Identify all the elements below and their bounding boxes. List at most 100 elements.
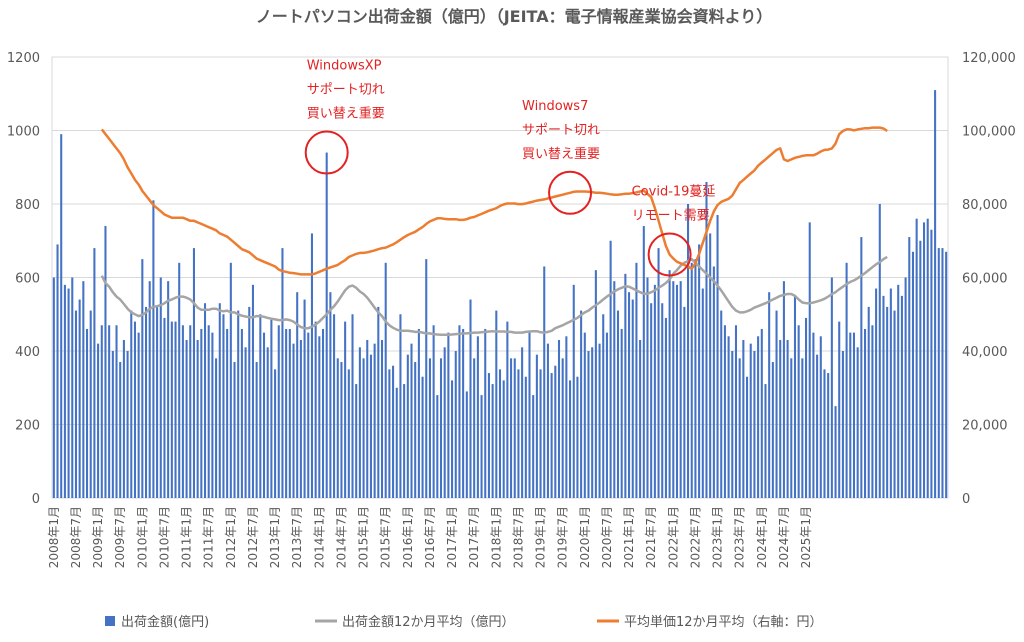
y-left-tick-label: 1200 <box>7 51 40 66</box>
x-tick-label: 2012年1月 <box>224 506 238 568</box>
bar <box>428 358 431 498</box>
series-line-price <box>100 126 888 276</box>
bar <box>797 325 800 498</box>
y-right-tick-label: 40,000 <box>962 345 1008 360</box>
bar <box>366 339 369 498</box>
y-left-tick-label: 400 <box>15 345 40 360</box>
bar <box>908 237 911 498</box>
bar <box>226 328 229 498</box>
bar <box>281 248 284 498</box>
bar <box>532 395 535 498</box>
bar <box>130 310 133 498</box>
bar <box>605 332 608 498</box>
bar <box>270 317 273 498</box>
bar <box>779 339 782 498</box>
annotation-text: 買い替え重要 <box>307 106 385 122</box>
bar <box>299 339 302 498</box>
bar <box>248 306 251 498</box>
x-tick-label: 2023年1月 <box>711 506 725 568</box>
bar <box>274 369 277 498</box>
x-tick-label: 2019年1月 <box>534 506 548 568</box>
bar <box>288 328 291 498</box>
x-tick-label: 2014年7月 <box>334 506 348 568</box>
bar <box>793 295 797 498</box>
bar <box>111 351 114 498</box>
bar <box>731 351 734 498</box>
bar <box>690 262 693 498</box>
bar <box>410 343 413 498</box>
x-tick-label: 2012年7月 <box>246 506 260 568</box>
bar <box>506 321 509 498</box>
bar <box>904 277 907 498</box>
bar <box>576 376 579 498</box>
bar <box>310 233 313 498</box>
bar <box>211 332 214 498</box>
bar <box>510 358 513 498</box>
bar <box>215 358 218 498</box>
bar <box>277 325 280 498</box>
bar <box>945 251 948 498</box>
bar <box>347 369 350 498</box>
bar <box>432 325 435 498</box>
x-tick-label: 2024年1月 <box>755 506 769 568</box>
bar <box>727 336 730 498</box>
x-tick-label: 2013年7月 <box>290 506 304 568</box>
bar <box>723 325 726 498</box>
bar <box>97 343 100 498</box>
y-right-tick-label: 100,000 <box>962 125 1016 140</box>
bar <box>893 310 896 498</box>
bar <box>698 244 701 498</box>
bar <box>465 391 468 498</box>
bar <box>71 277 74 498</box>
bar <box>358 347 361 498</box>
y-left-tick-label: 200 <box>15 419 40 434</box>
legend-label: 出荷金額(億円) <box>121 614 209 630</box>
bar <box>240 328 243 498</box>
bar <box>262 332 266 498</box>
bar <box>148 281 151 498</box>
bar <box>484 328 487 498</box>
bar <box>480 395 483 498</box>
bar <box>185 339 188 498</box>
bar <box>373 343 376 498</box>
bar <box>152 200 155 498</box>
bar <box>255 362 258 498</box>
bar <box>351 314 354 498</box>
bar <box>852 332 856 498</box>
bar <box>421 376 424 498</box>
bar <box>355 384 358 498</box>
bar <box>915 218 918 498</box>
bar <box>487 373 490 498</box>
annotation-text: サポート切れ <box>307 83 385 98</box>
bar <box>900 295 903 498</box>
bar <box>587 351 590 498</box>
bar <box>790 358 793 498</box>
x-tick-label: 2014年1月 <box>312 506 326 568</box>
bar <box>823 369 826 498</box>
bar <box>871 325 874 498</box>
bar <box>259 314 262 498</box>
bar <box>82 281 85 498</box>
y-left-tick-label: 800 <box>15 198 40 213</box>
bar <box>616 310 620 498</box>
bar <box>746 376 749 498</box>
x-tick-label: 2022年1月 <box>666 506 680 568</box>
bar <box>565 336 568 498</box>
bar <box>856 347 859 498</box>
bar <box>805 317 808 498</box>
bar <box>414 362 417 498</box>
bar <box>734 325 738 498</box>
bar <box>830 277 833 498</box>
bar <box>63 284 66 498</box>
annotation-text: リモート需要 <box>632 209 710 224</box>
bar <box>336 358 339 498</box>
bar <box>126 351 129 498</box>
bar <box>716 215 719 498</box>
x-tick-label: 2009年1月 <box>91 506 105 568</box>
x-tick-label: 2020年7月 <box>600 506 614 568</box>
bar <box>849 332 852 498</box>
bar <box>941 248 944 498</box>
bar <box>67 288 70 498</box>
bar <box>229 262 232 498</box>
bar <box>296 292 299 498</box>
